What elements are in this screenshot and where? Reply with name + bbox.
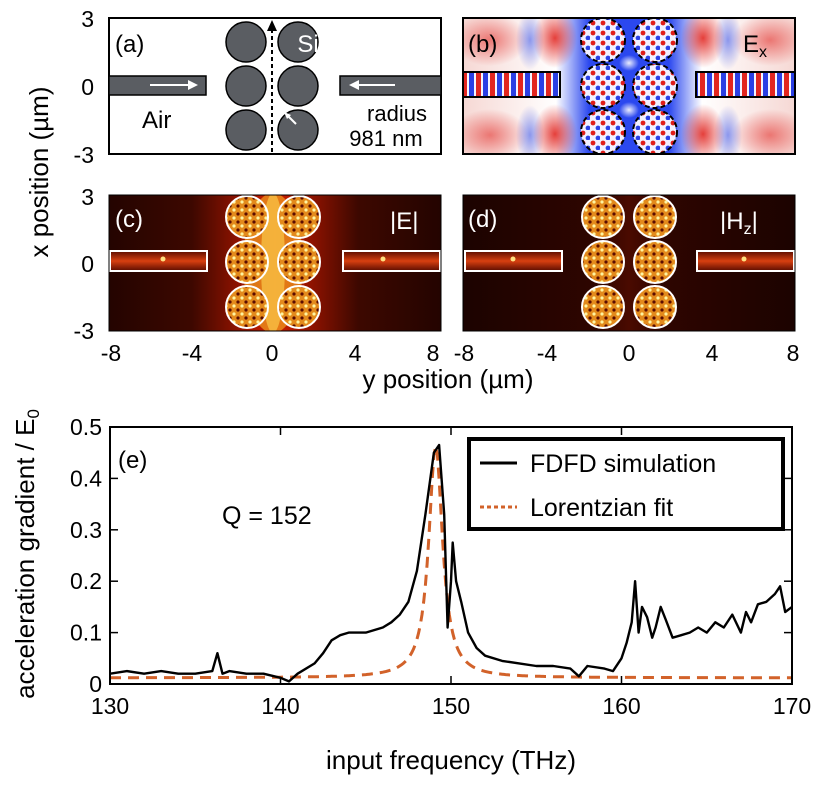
panel-c-frame	[108, 194, 442, 332]
ex-label-sub: x	[759, 44, 767, 61]
silicon-pillars	[225, 21, 319, 151]
pillar	[277, 21, 319, 63]
hz-label: |Hz|	[720, 208, 758, 238]
e-y-tick-label: 0	[89, 671, 102, 697]
panel-e: acceleration gradient / E0 00.10.20.30.4…	[10, 409, 811, 775]
y-tick-neg4-d: -4	[537, 340, 558, 366]
abs-e-label: |E|	[390, 208, 418, 235]
series-lorentzian-fit	[110, 445, 792, 680]
top-left-x-ticks: 3 0 -3 3 0 -3	[74, 6, 94, 344]
legend-label-fdfd: FDFD simulation	[530, 450, 716, 478]
legend-label-lorentzian: Lorentzian fit	[530, 494, 673, 522]
panel-e-frame	[109, 426, 793, 685]
e-y-tick-label: 0.3	[70, 517, 102, 543]
panel-d: (d) |Hz|	[462, 194, 796, 332]
ex-waveguide-left	[463, 71, 561, 98]
e-y-tick-label: 0.4	[70, 465, 102, 491]
pillar	[225, 65, 267, 107]
hz-label-main: |H	[720, 208, 744, 235]
panel-b-label: (b)	[468, 31, 497, 58]
x-tick-3-a: 3	[81, 6, 94, 32]
x-position-axis-title: x position (µm)	[24, 86, 54, 257]
y-tick-neg8-c: -8	[101, 340, 121, 366]
e-y-tick-label: 0.1	[70, 620, 102, 646]
si-label: Si	[297, 31, 318, 58]
e-y-tick-label: 0.5	[70, 414, 102, 440]
radius-arrow	[287, 115, 297, 125]
x-tick-0-c: 0	[81, 251, 94, 277]
ex-label: Ex	[743, 31, 767, 61]
panel-d-label: (d)	[468, 206, 497, 233]
e-y-ticks: 0 0.1 0.2 0.3 0.4 0.5	[70, 414, 102, 697]
pillar	[225, 21, 267, 63]
input-arrow-right-head	[349, 80, 359, 90]
panel-c-label: (c)	[115, 206, 143, 233]
e-x-tick-label: 140	[261, 693, 299, 719]
e-x-tick-label: 160	[602, 693, 640, 719]
top-y-ticks: -8 -4 0 4 8 -8 -4 0 4 8	[101, 340, 800, 366]
x-tick-neg3-c: -3	[74, 318, 94, 344]
h-pillars	[581, 195, 677, 329]
y-tick-4-c: 4	[349, 340, 362, 366]
y-tick-4-d: 4	[706, 340, 719, 366]
y-position-axis-title: y position (µm)	[362, 364, 533, 394]
radius-value: 981 nm	[349, 126, 422, 151]
e-x-tick-label: 170	[773, 693, 811, 719]
x-tick-0-a: 0	[81, 74, 94, 100]
y-tick-0-d: 0	[623, 340, 636, 366]
x-tick-3-c: 3	[81, 184, 94, 210]
e-x-tick-label: 150	[432, 693, 470, 719]
pillar	[277, 109, 319, 151]
panel-b-frame	[462, 17, 796, 155]
legend-box	[467, 437, 785, 531]
q-annotation: Q = 152	[222, 502, 312, 530]
electron-path-arrowhead	[267, 20, 277, 31]
e-x-tick-label: 130	[91, 693, 129, 719]
e-y-tick-label: 0.2	[70, 568, 102, 594]
panel-b: (b) Ex	[462, 17, 796, 155]
y-tick-neg8-d: -8	[454, 340, 474, 366]
e-y-axis-title-main: acceleration gradient / E	[10, 419, 40, 699]
panel-e-label: (e)	[118, 447, 147, 474]
panel-d-frame	[462, 194, 796, 332]
e-pillars	[225, 195, 321, 329]
ex-label-main: E	[743, 31, 759, 58]
panel-c: (c) |E|	[108, 194, 442, 332]
y-tick-8-d: 8	[787, 340, 800, 366]
e-waveguide-left	[109, 250, 208, 272]
e-x-axis-title: input frequency (THz)	[326, 745, 576, 775]
y-tick-neg4-c: -4	[182, 340, 203, 366]
hz-label-close: |	[752, 208, 758, 235]
pillar	[277, 65, 319, 107]
pillar	[225, 109, 267, 151]
ex-field-lobes	[463, 18, 795, 154]
y-tick-8-c: 8	[427, 340, 440, 366]
legend: FDFD simulation Lorentzian fit	[467, 437, 785, 531]
series-fdfd-simulation	[110, 443, 792, 683]
ex-pillars	[580, 18, 678, 154]
x-tick-neg3-a: -3	[74, 142, 94, 168]
y-tick-0-c: 0	[266, 340, 279, 366]
e-x-ticks: 130 140 150 160 170	[91, 693, 811, 719]
air-label: Air	[142, 107, 171, 134]
e-waveguide-right	[342, 250, 441, 272]
input-arrow-left-head	[188, 80, 198, 90]
e-y-axis-title: acceleration gradient / E0	[10, 409, 43, 699]
e-y-axis-title-sub: 0	[24, 409, 43, 418]
ex-waveguide-right	[695, 71, 795, 98]
panel-a-label: (a)	[115, 31, 144, 58]
panel-a: (a) Si Air radius 981 nm	[108, 17, 442, 155]
hz-label-sub: z	[744, 221, 752, 238]
radius-arrow-head	[284, 112, 291, 119]
radius-label: radius	[367, 101, 427, 126]
